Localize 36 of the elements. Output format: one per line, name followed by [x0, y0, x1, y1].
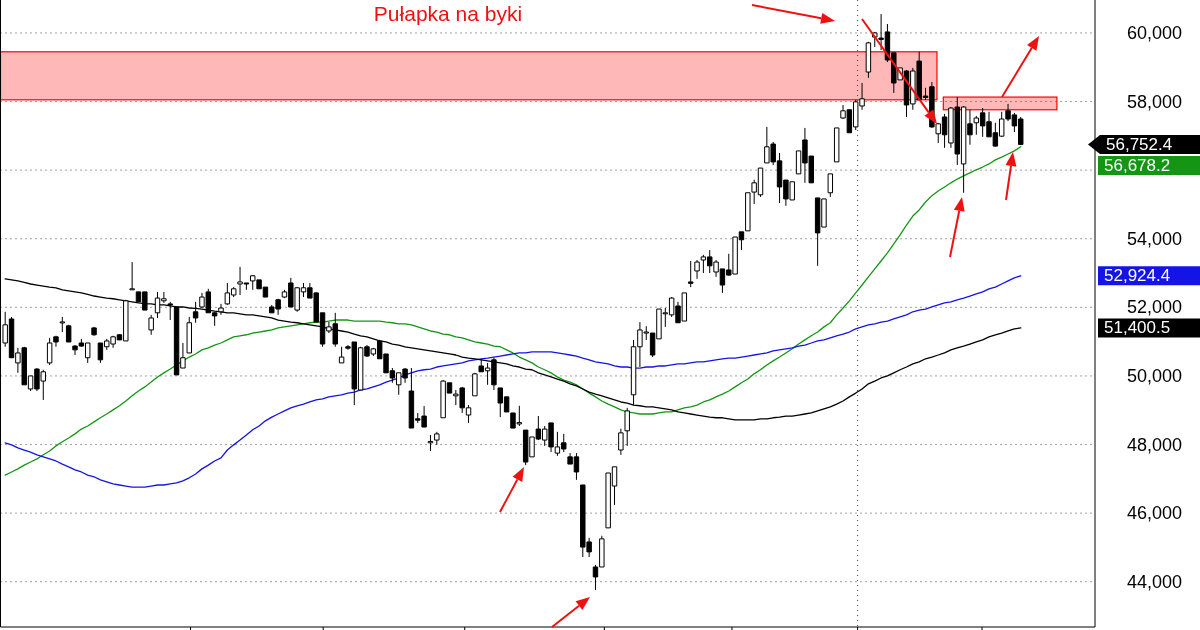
- candlestick: [434, 431, 440, 446]
- annotation: Pułapka na byki: [373, 1, 523, 25]
- candlestick: [833, 127, 840, 163]
- candlestick: [65, 324, 72, 343]
- candlestick: [167, 301, 173, 321]
- y-tick-label: 58,000: [1127, 91, 1183, 112]
- text: 52,924.4: [1104, 266, 1171, 286]
- candlestick: [427, 434, 434, 452]
- y-tick-label: 48,000: [1127, 434, 1183, 455]
- text: 51,400.5: [1104, 318, 1171, 338]
- line-series: [4, 278, 1022, 421]
- line-series: [4, 275, 1022, 488]
- candlestick: [827, 173, 834, 198]
- candlestick: [192, 301, 199, 324]
- y-tick-label: 54,000: [1127, 228, 1183, 249]
- candlestick: [129, 261, 135, 291]
- y-tick-label: 52,000: [1127, 297, 1183, 318]
- candlestick: [148, 314, 154, 336]
- candlestick: [865, 41, 872, 79]
- candlestick: [186, 316, 192, 354]
- candlestick: [59, 316, 66, 333]
- line-series: [4, 146, 1022, 476]
- candlestick: [338, 346, 345, 364]
- candlestick: [624, 407, 630, 447]
- text: 56,752.4: [1106, 134, 1173, 154]
- y-tick-label: 50,000: [1127, 365, 1183, 386]
- text: 56,678.2: [1104, 155, 1171, 175]
- candlestick: [91, 326, 97, 337]
- candlestick: [218, 303, 224, 316]
- y-tick-label: 44,000: [1127, 571, 1183, 592]
- candlestick: [687, 260, 694, 288]
- candlestick: [618, 428, 624, 456]
- y-tick-label: 60,000: [1127, 22, 1183, 43]
- y-tick-label: 46,000: [1127, 503, 1183, 524]
- candlestick: [694, 259, 700, 280]
- candlestick: [472, 372, 478, 397]
